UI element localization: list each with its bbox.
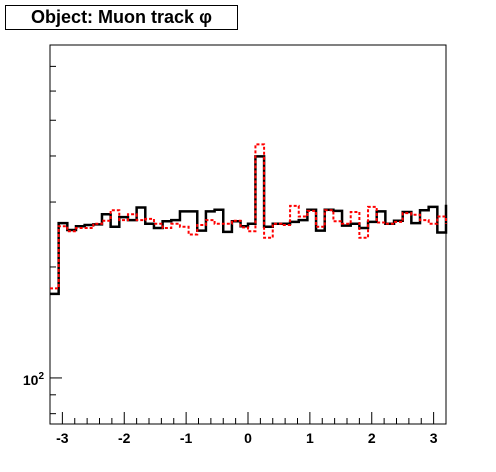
histogram-line: [50, 143, 447, 290]
x-tick-label: -3: [56, 430, 69, 446]
y-tick-base: 10: [23, 372, 39, 388]
x-tick-label: 0: [244, 430, 252, 446]
x-tick-label: 3: [430, 430, 438, 446]
y-tick-label: 102: [23, 371, 45, 388]
chart-title: Object: Muon track φ: [5, 5, 238, 30]
y-tick-exponent: 2: [38, 371, 44, 382]
x-tick-label: 2: [368, 430, 376, 446]
histogram-series: [50, 143, 448, 296]
histogram-dashed-red: [50, 143, 447, 290]
plot-frame: [49, 44, 447, 425]
x-tick-label: -2: [118, 430, 131, 446]
histogram-solid-black: [50, 155, 448, 296]
chart-title-text: Object: Muon track φ: [31, 7, 212, 27]
histogram-line: [50, 155, 448, 296]
x-tick-label: -1: [180, 430, 193, 446]
plot-border: [49, 44, 447, 425]
x-tick-label: 1: [306, 430, 314, 446]
